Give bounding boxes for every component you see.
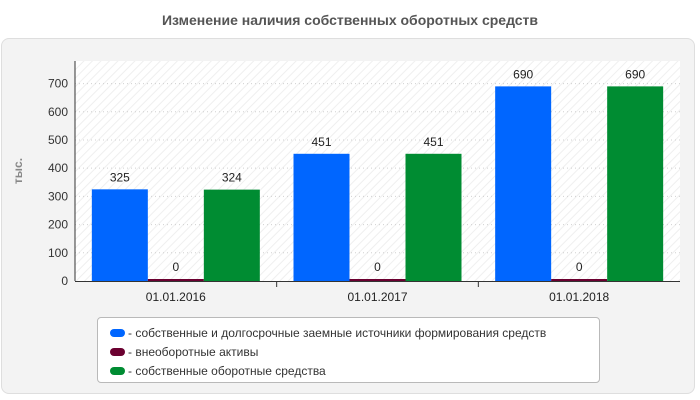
legend-label: - собственные оборотные средства <box>128 363 326 378</box>
chart-legend: - собственные и долгосрочные заемные ист… <box>97 317 600 383</box>
data-label: 690 <box>625 67 645 81</box>
legend-item: - собственные оборотные средства <box>110 361 599 380</box>
bar <box>147 279 204 281</box>
y-tick-label: 500 <box>48 133 68 147</box>
legend-swatch <box>110 366 125 375</box>
x-tick-label: 01.01.2017 <box>347 290 407 304</box>
y-tick-label: 100 <box>48 246 68 260</box>
data-label: 324 <box>222 171 242 185</box>
y-tick-label: 700 <box>48 77 68 91</box>
bar <box>293 153 350 281</box>
y-tick-label: 400 <box>48 161 68 175</box>
y-tick-label: 200 <box>48 218 68 232</box>
legend-label: - внеоборотные активы <box>128 344 259 359</box>
x-tick-label: 01.01.2018 <box>549 290 609 304</box>
legend-item: - собственные и долгосрочные заемные ист… <box>110 323 599 342</box>
data-label: 325 <box>110 170 130 184</box>
data-label: 690 <box>513 67 533 81</box>
legend-label: - собственные и долгосрочные заемные ист… <box>128 325 547 340</box>
data-label: 451 <box>423 135 443 149</box>
bar <box>405 153 462 281</box>
bar <box>349 279 406 281</box>
legend-swatch <box>110 347 125 356</box>
bar <box>91 189 148 281</box>
data-label: 0 <box>576 260 583 274</box>
y-tick-label: 0 <box>61 274 68 288</box>
chart-title: Изменение наличия собственных оборотных … <box>161 12 539 28</box>
legend-swatch <box>110 328 125 337</box>
plot-background <box>75 61 680 281</box>
data-label: 451 <box>311 135 331 149</box>
bar <box>495 86 552 281</box>
data-label: 0 <box>374 260 381 274</box>
y-tick-label: 600 <box>48 105 68 119</box>
x-tick-label: 01.01.2016 <box>146 290 206 304</box>
legend-item: - внеоборотные активы <box>110 342 599 361</box>
y-axis-label: тыс. <box>11 158 25 184</box>
bar <box>203 189 260 281</box>
bar <box>551 279 608 281</box>
data-label: 0 <box>172 260 179 274</box>
y-tick-label: 300 <box>48 189 68 203</box>
bar <box>607 86 664 281</box>
